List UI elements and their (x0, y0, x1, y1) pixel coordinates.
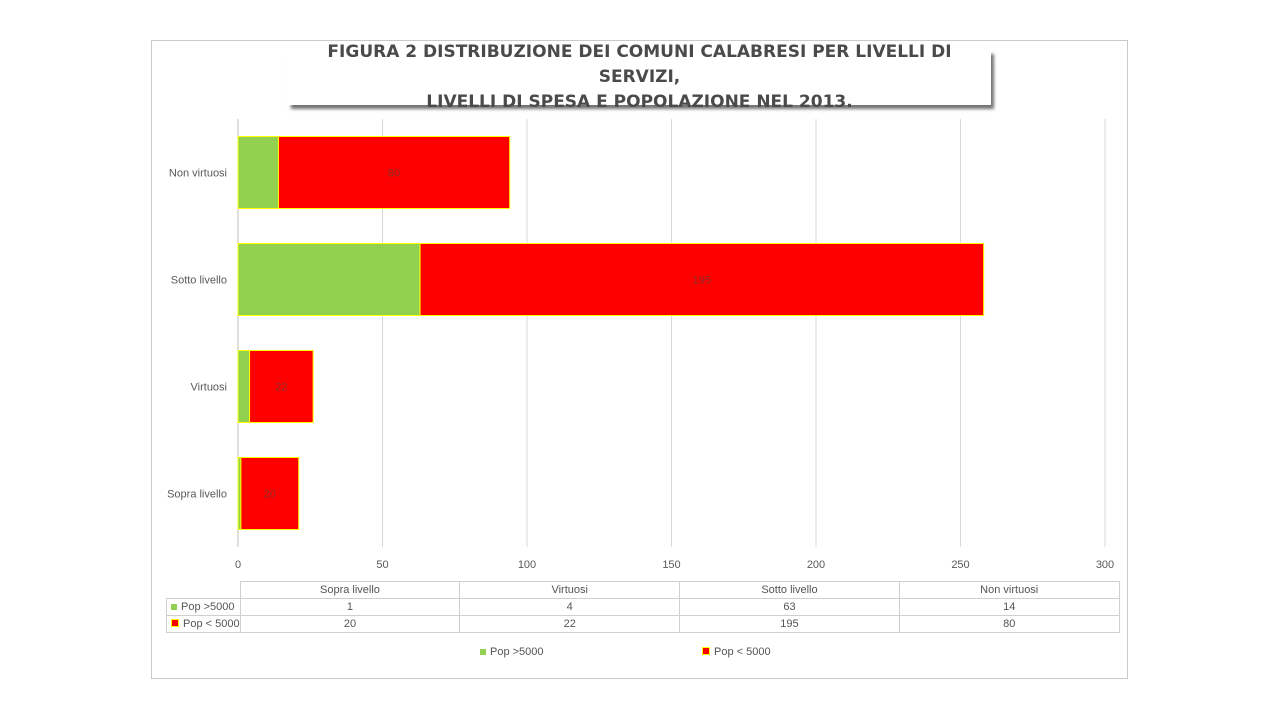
legend-label: Pop < 5000 (714, 646, 771, 658)
chart-title-box: FIGURA 2 DISTRIBUZIONE DEI COMUNI CALABR… (288, 42, 991, 112)
table-corner (166, 581, 241, 599)
table-series-name: Pop < 5000 (166, 615, 241, 633)
table-cell: 22 (459, 615, 681, 633)
table-cell: 80 (898, 615, 1120, 633)
x-tick-label: 300 (1096, 559, 1114, 571)
data-label: 22 (275, 382, 287, 394)
data-label: 80 (388, 168, 400, 180)
table-cell: 63 (679, 598, 900, 616)
x-tick-label: 100 (518, 559, 536, 571)
x-tick-label: 0 (235, 559, 241, 571)
table-cell: 20 (239, 615, 461, 633)
table-column-header: Virtuosi (459, 581, 681, 599)
x-tick-label: 150 (662, 559, 680, 571)
data-label: 20 (264, 489, 276, 501)
legend-key-swatch (480, 649, 486, 655)
x-tick-label: 250 (951, 559, 969, 571)
bar-segment (237, 243, 421, 316)
legend-key-swatch (171, 619, 179, 627)
legend-key-swatch (702, 647, 710, 655)
legend-item: Pop < 5000 (702, 646, 771, 658)
category-label: Virtuosi (191, 382, 227, 394)
bar-segment (419, 243, 985, 316)
legend-key-swatch (171, 604, 177, 610)
table-column-header: Sotto livello (679, 581, 900, 599)
table-cell: 4 (459, 598, 681, 616)
x-tick-label: 200 (807, 559, 825, 571)
table-header-row: Sopra livello Virtuosi Sotto livello Non vi… (166, 581, 1120, 599)
x-tick-label: 50 (376, 559, 388, 571)
table-row: Pop < 5000 20 22 195 80 (166, 615, 1120, 633)
bar-segment (249, 350, 314, 423)
category-label: Non virtuosi (169, 168, 227, 180)
data-label: 195 (693, 275, 711, 287)
bar-segment (237, 136, 279, 209)
bar-segment (277, 136, 511, 209)
legend-item: Pop >5000 (480, 646, 544, 658)
table-cell: 195 (679, 615, 900, 633)
table-column-header: Non virtuosi (898, 581, 1120, 599)
table-cell: 1 (239, 598, 461, 616)
bar-segment (237, 350, 251, 423)
category-label: Sotto livello (171, 275, 227, 287)
category-label: Sopra livello (167, 489, 227, 501)
table-series-name: Pop >5000 (166, 598, 241, 616)
legend: Pop >5000 Pop < 5000 (0, 646, 1280, 662)
table-column-header: Sopra livello (239, 581, 461, 599)
chart-title: FIGURA 2 DISTRIBUZIONE DEI COMUNI CALABR… (327, 42, 952, 112)
bar-segment (240, 457, 300, 530)
data-table: Sopra livello Virtuosi Sotto livello Non vi… (166, 581, 1120, 633)
legend-label: Pop >5000 (490, 646, 544, 658)
series-name-text: Pop >5000 (181, 601, 235, 613)
series-name-text: Pop < 5000 (183, 618, 240, 630)
table-cell: 14 (898, 598, 1120, 616)
table-row: Pop >5000 1 4 63 14 (166, 598, 1120, 616)
